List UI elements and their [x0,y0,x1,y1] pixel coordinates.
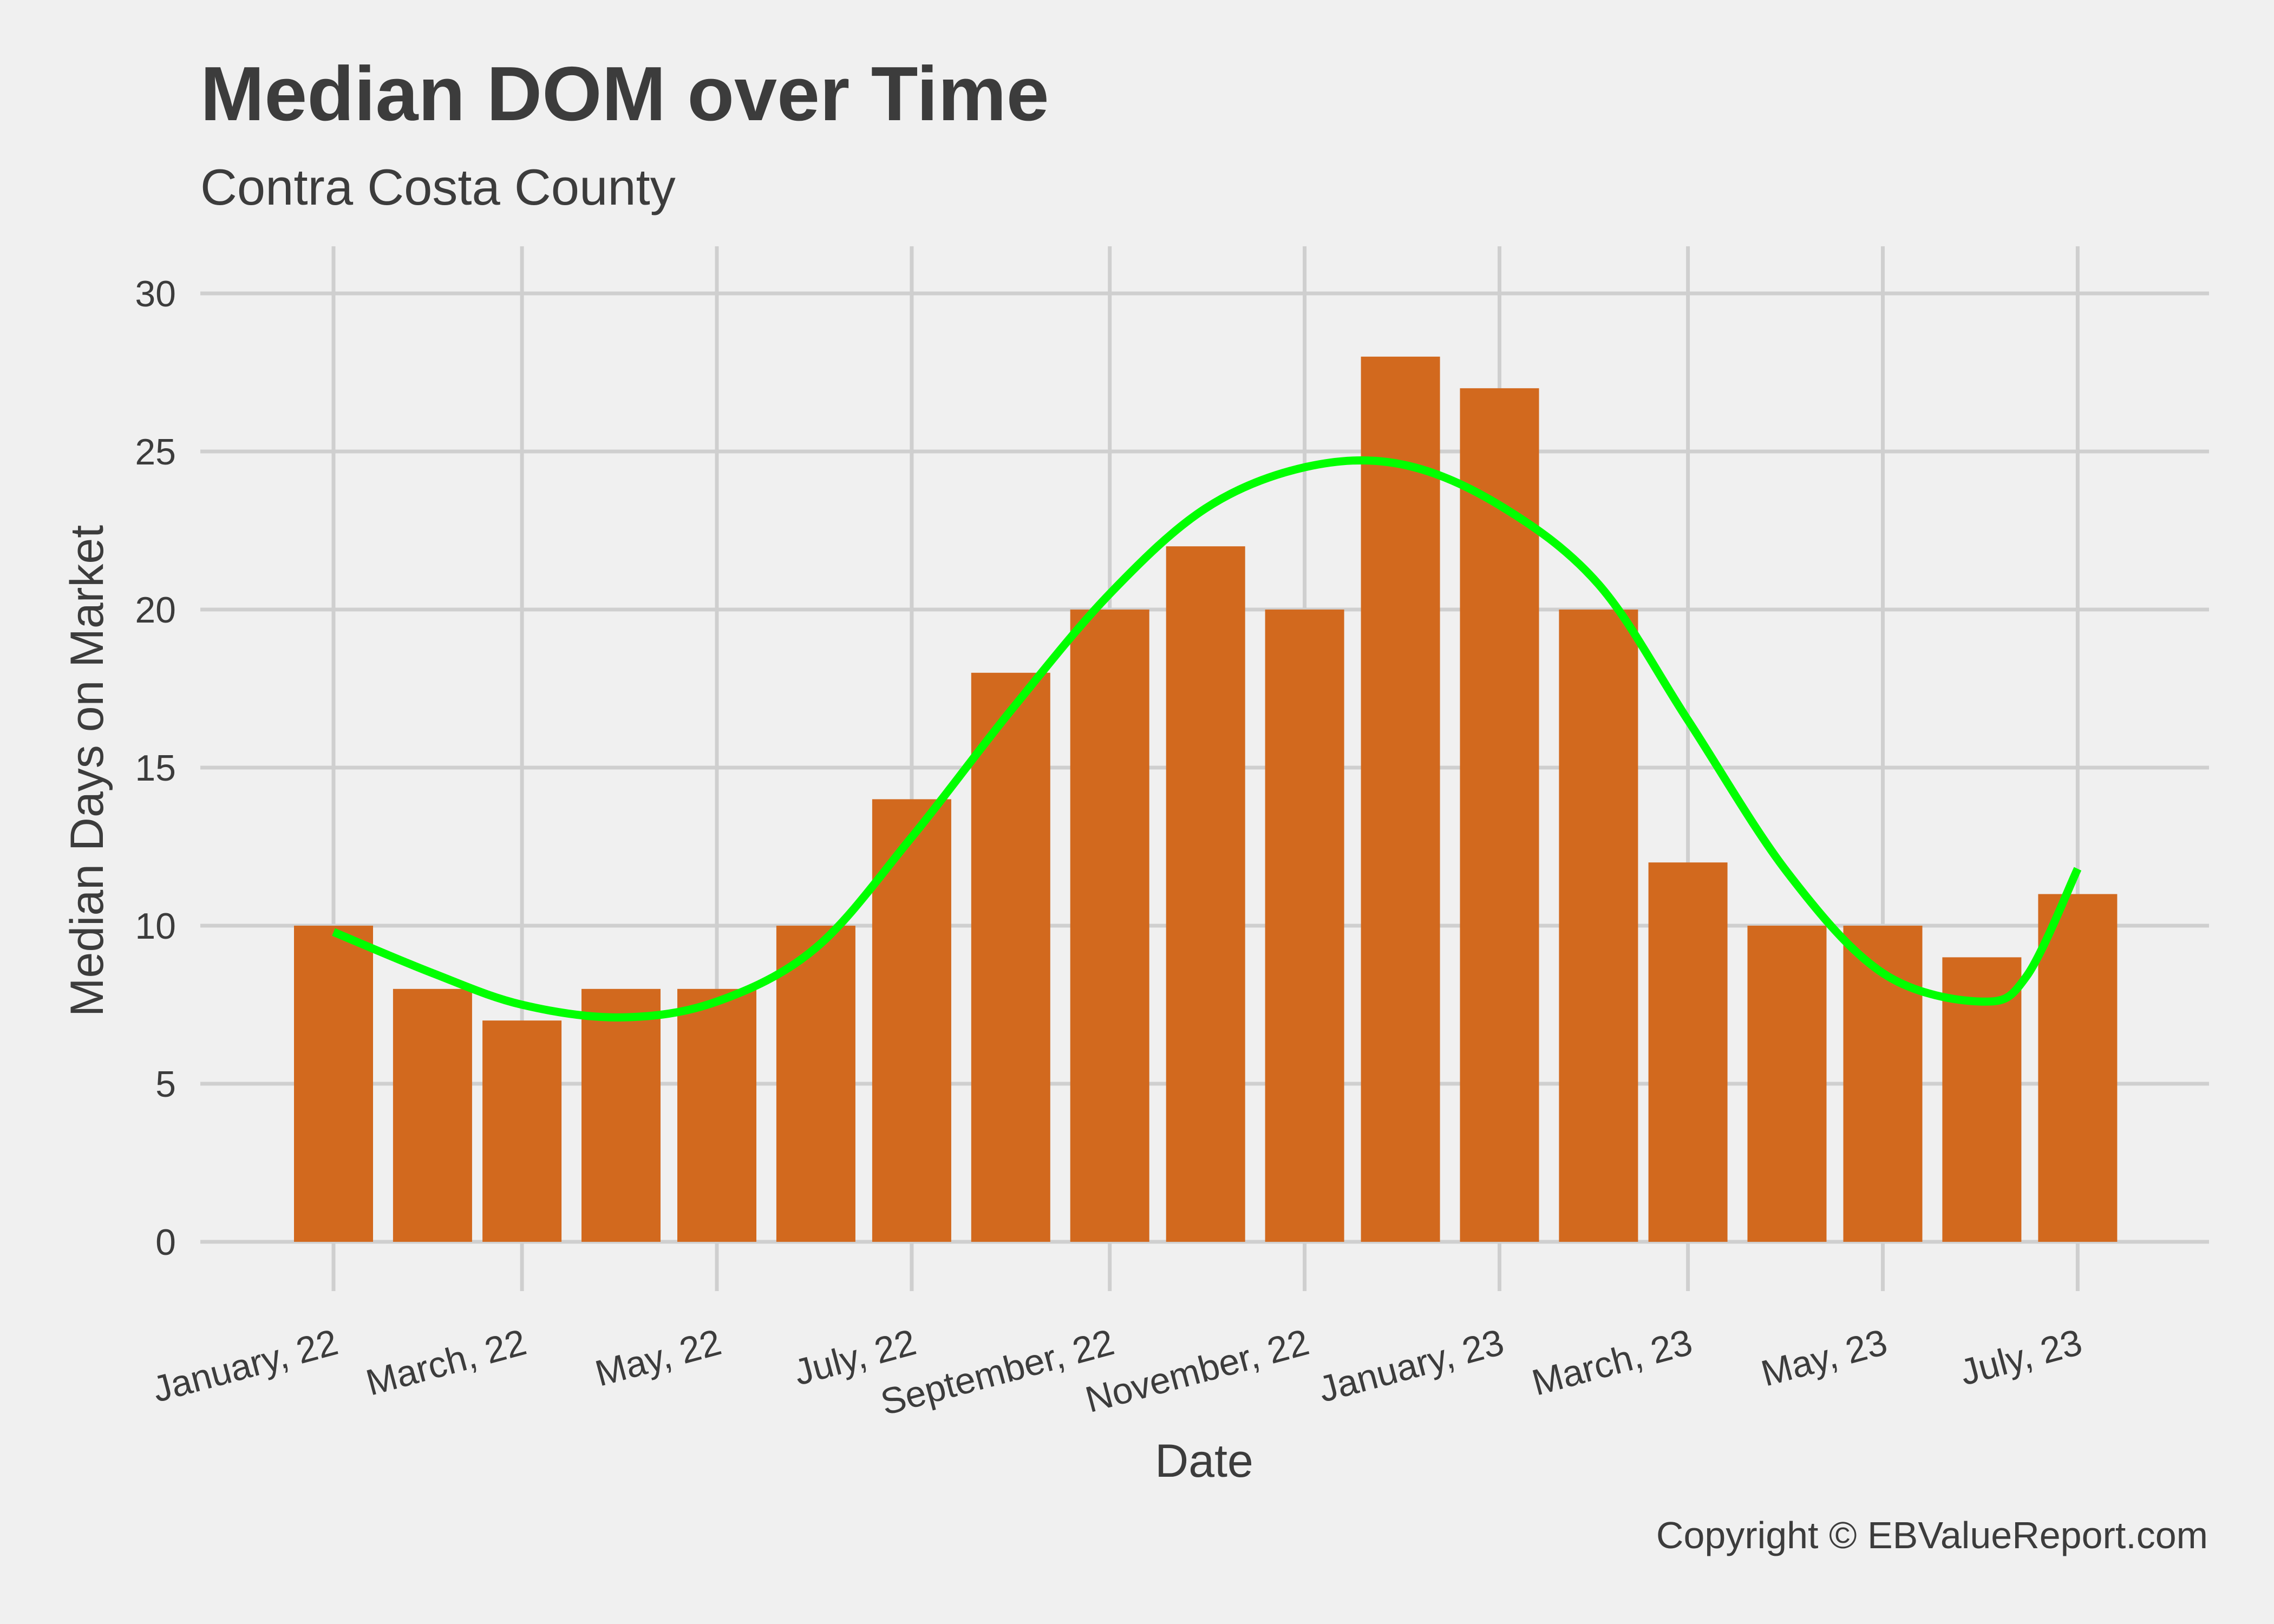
bar [776,926,855,1242]
y-tick-labels: 0 5 10 15 20 25 30 [135,273,176,1263]
x-tick-label: March, 23 [1528,1321,1697,1404]
x-tick-label: January, 22 [148,1321,342,1410]
x-axis-title: Date [1155,1435,1253,1487]
x-tick-label: May, 23 [1757,1321,1891,1394]
trend-group [332,456,2082,1021]
bar [971,672,1050,1242]
y-tick-label: 20 [135,590,176,631]
x-tick-labels: January, 22 March, 22 May, 22 July, 22Septe… [148,1321,2086,1423]
trend-line [332,456,2082,1021]
x-tick-label: November, 22 [1081,1321,1314,1420]
bar [1361,356,1440,1242]
bar [482,1020,562,1242]
chart-title: Median DOM over Time [200,51,1049,137]
x-tick-label: July, 23 [1956,1321,2086,1393]
bar [1070,610,1149,1242]
bar [294,926,373,1242]
y-tick-label: 25 [135,431,176,473]
y-tick-label: 5 [155,1064,176,1105]
y-tick-label: 30 [135,273,176,315]
x-tick-label: January, 23 [1314,1321,1508,1410]
x-tick-label: March, 22 [362,1321,531,1404]
y-axis-title: Median Days on Market [61,525,113,1017]
bar [1460,388,1539,1242]
copyright-caption: Copyright © EBValueReport.com [1656,1514,2208,1556]
bar [1166,546,1245,1242]
y-tick-label: 10 [135,906,176,947]
bar [393,988,472,1242]
bar [1747,926,1827,1242]
bar [677,988,756,1242]
y-tick-label: 15 [135,748,176,789]
bar [1648,862,1728,1242]
chart-subtitle: Contra Costa County [200,159,676,215]
bar [581,988,661,1242]
bar [1559,610,1638,1242]
x-tick-label: May, 22 [591,1321,725,1394]
bar [1265,610,1344,1242]
bars [294,356,2118,1242]
bar [2038,894,2118,1242]
y-tick-label: 0 [155,1222,176,1263]
bar [1843,926,1923,1242]
